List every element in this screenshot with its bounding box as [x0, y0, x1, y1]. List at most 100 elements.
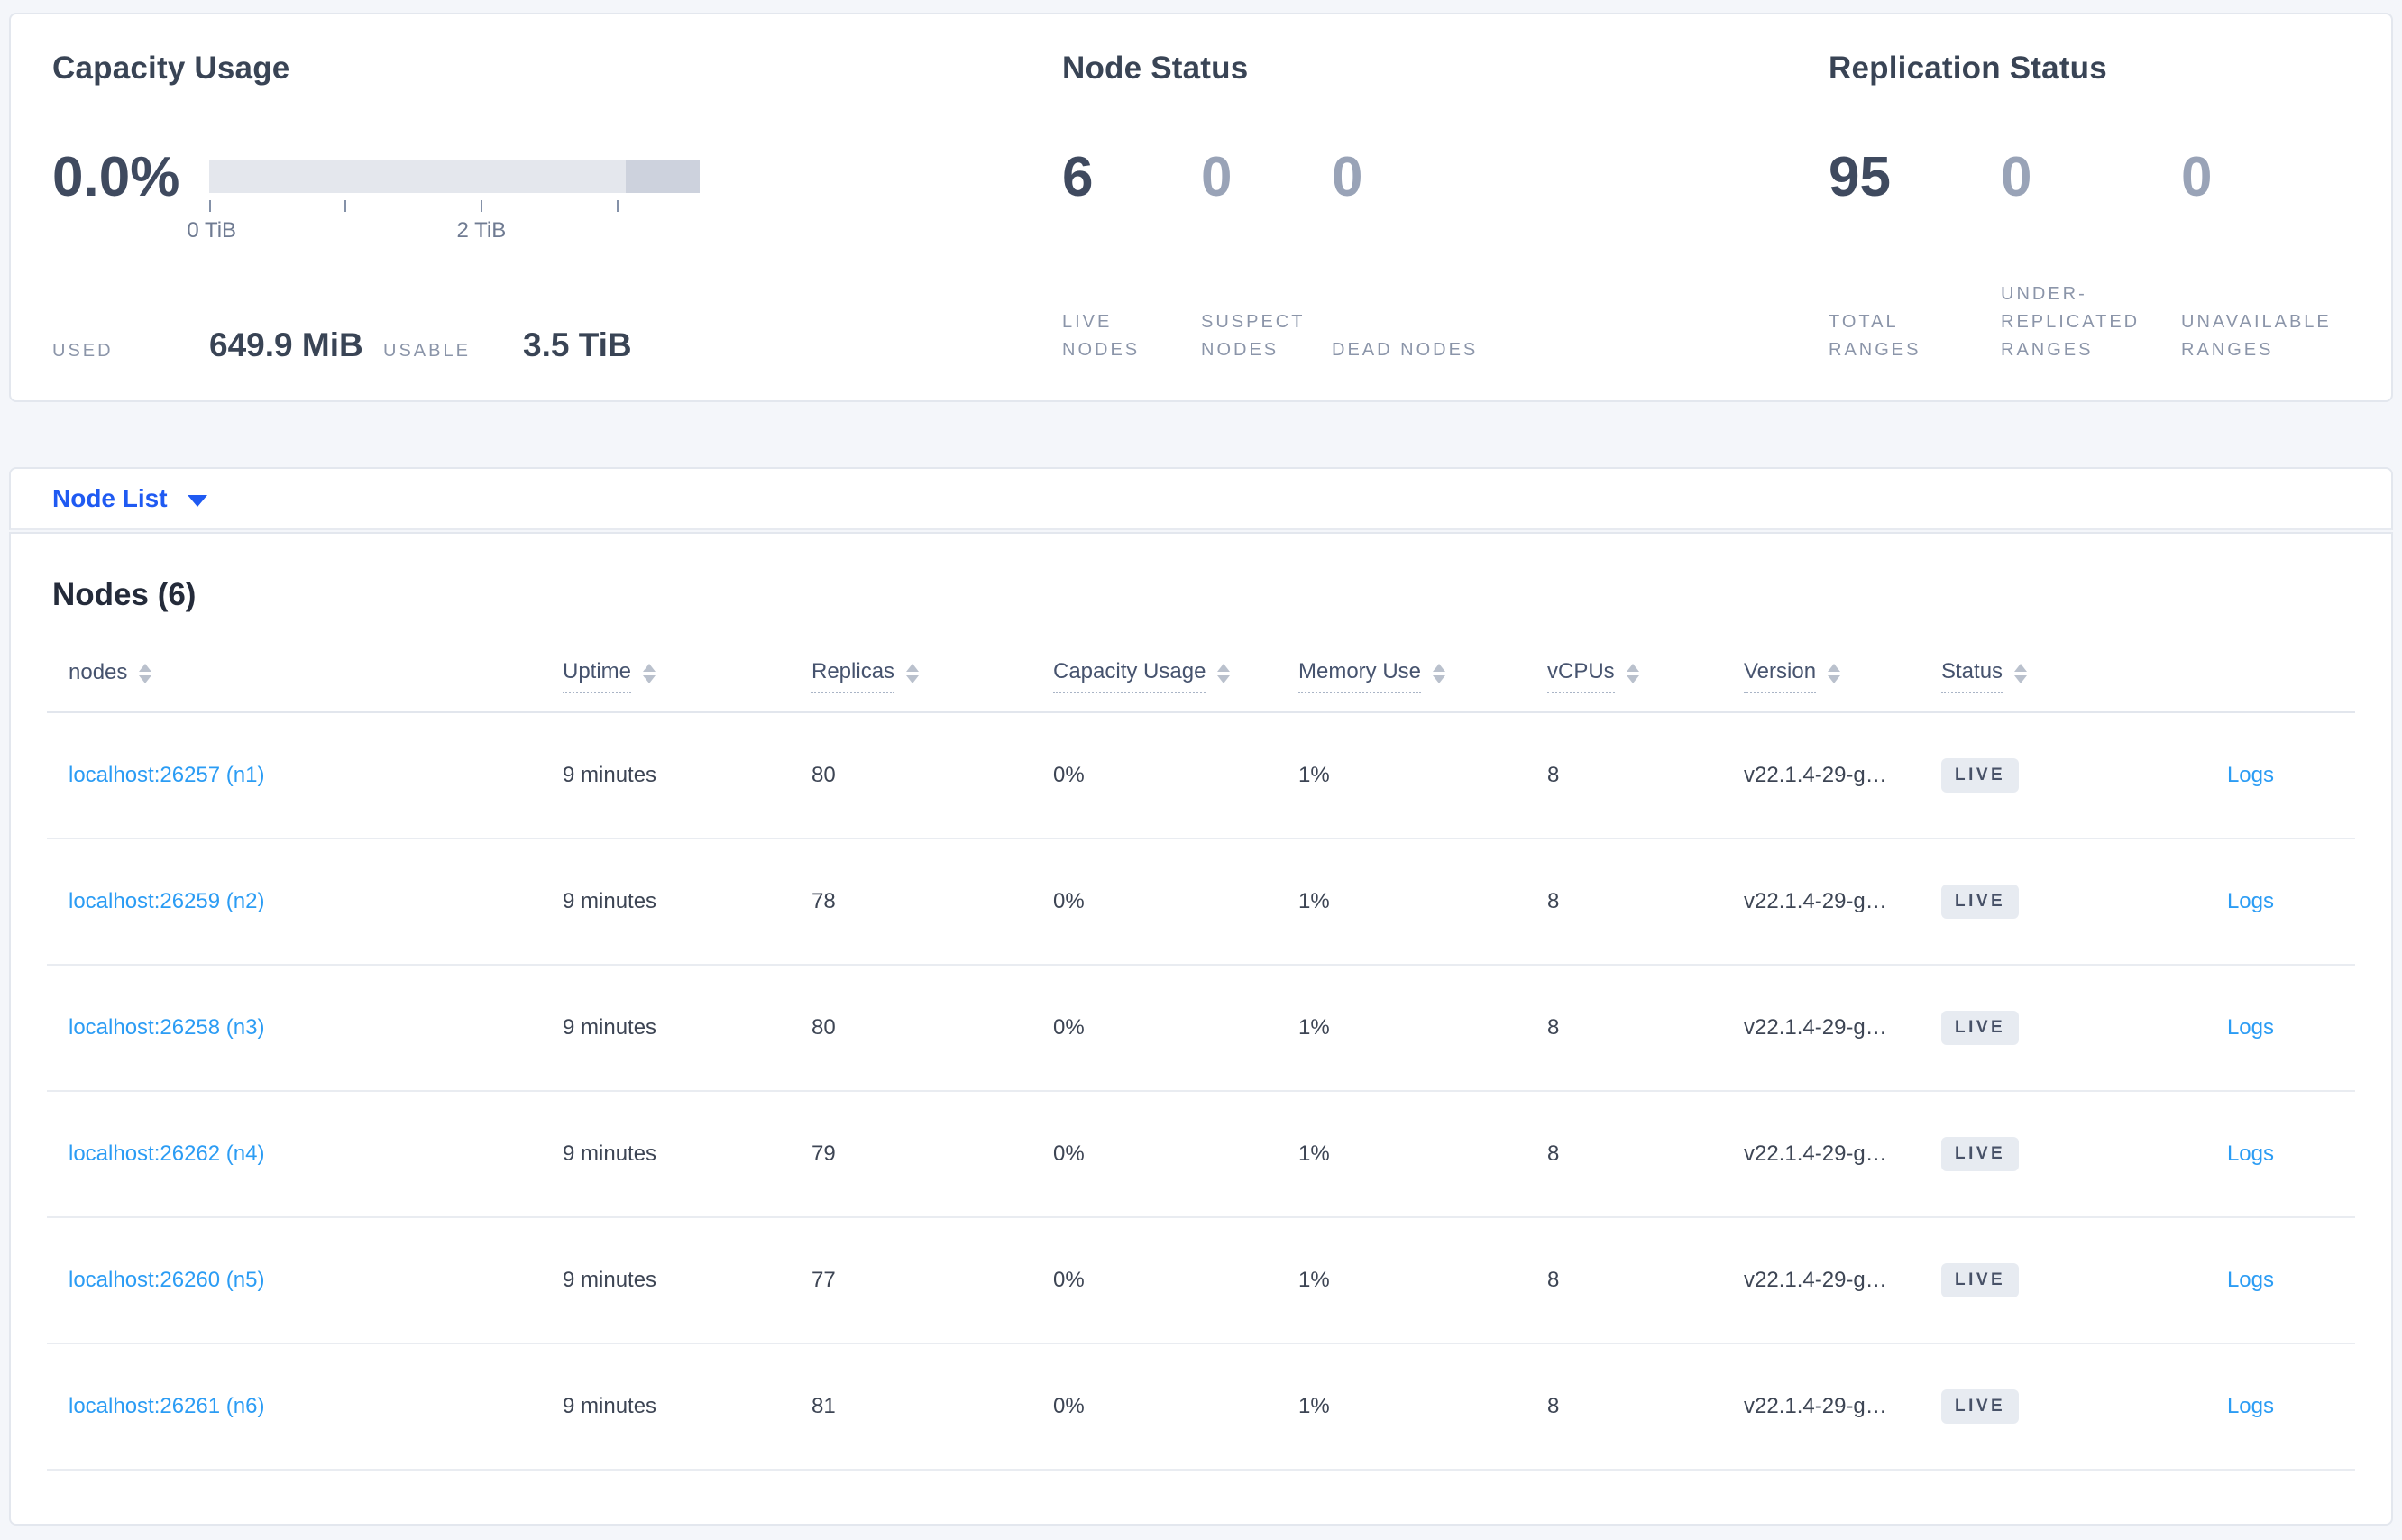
nodes-table: nodes Uptime Replicas Capacity Usage Mem… — [47, 640, 2355, 1471]
column-header-replicas[interactable]: Replicas — [811, 659, 920, 693]
sort-icon — [906, 663, 920, 683]
live-nodes-label: LIVE NODES — [1062, 312, 1141, 360]
memory-cell: 1% — [1277, 1343, 1526, 1471]
table-row: localhost:26261 (n6) 9 minutes 81 0% 1% … — [47, 1343, 2355, 1471]
status-badge: LIVE — [1941, 1389, 2020, 1424]
suspect-nodes-value: 0 — [1201, 146, 1233, 208]
vcpus-cell: 8 — [1526, 839, 1722, 966]
logs-link[interactable]: Logs — [2226, 763, 2274, 787]
table-header-row: nodes Uptime Replicas Capacity Usage Mem… — [47, 640, 2355, 713]
sort-icon — [1626, 663, 1639, 683]
capacity-tick — [344, 200, 346, 212]
capacity-tick-label-0: 0 TiB — [187, 218, 237, 243]
replicas-cell: 81 — [790, 1343, 1031, 1471]
sort-icon — [1828, 663, 1841, 683]
memory-cell: 1% — [1277, 839, 1526, 966]
capacity-bar — [209, 160, 700, 193]
capacity-cell: 0% — [1031, 712, 1277, 839]
live-nodes-value: 6 — [1062, 146, 1094, 208]
memory-cell: 1% — [1277, 965, 1526, 1092]
uptime-cell: 9 minutes — [541, 1217, 790, 1344]
sort-icon — [2014, 663, 2028, 683]
node-link[interactable]: localhost:26258 (n3) — [69, 1015, 265, 1040]
logs-link[interactable]: Logs — [2226, 889, 2274, 913]
logs-link[interactable]: Logs — [2226, 1268, 2274, 1292]
uptime-cell: 9 minutes — [541, 712, 790, 839]
replicas-cell: 80 — [790, 712, 1031, 839]
capacity-usage-title: Capacity Usage — [52, 50, 290, 86]
capacity-tick — [480, 200, 482, 212]
uptime-cell: 9 minutes — [541, 1091, 790, 1218]
cluster-summary-panel: Capacity Usage 0.0% 0 TiB 2 TiB USED 6 — [9, 13, 2393, 402]
sort-icon — [139, 663, 152, 683]
replication-status-title: Replication Status — [1829, 50, 2107, 86]
vcpus-cell: 8 — [1526, 965, 1722, 1092]
uptime-cell: 9 minutes — [541, 839, 790, 966]
chevron-down-icon — [187, 494, 207, 507]
node-link[interactable]: localhost:26262 (n4) — [69, 1141, 265, 1166]
version-cell: v22.1.4-29-g… — [1722, 1091, 1920, 1218]
memory-cell: 1% — [1277, 712, 1526, 839]
capacity-tick — [617, 200, 619, 212]
suspect-nodes-label: SUSPECT NODES — [1201, 312, 1306, 360]
capacity-cell: 0% — [1031, 1343, 1277, 1471]
view-selector-bar: Node List — [9, 467, 2393, 530]
capacity-cell: 0% — [1031, 965, 1277, 1092]
capacity-tick-label-2: 2 TiB — [456, 218, 507, 243]
column-header-logs-empty — [2100, 640, 2355, 713]
sort-icon — [643, 663, 656, 683]
node-status-section: Node Status 6 LIVE NODES 0 SUSPECT NODES… — [1062, 14, 1765, 400]
node-list-dropdown[interactable]: Node List — [52, 484, 207, 513]
version-cell: v22.1.4-29-g… — [1722, 1343, 1920, 1471]
node-status-title: Node Status — [1062, 50, 1249, 86]
nodes-panel-title: Nodes (6) — [52, 577, 197, 612]
table-row: localhost:26260 (n5) 9 minutes 77 0% 1% … — [47, 1217, 2355, 1344]
under-replicated-ranges-label: UNDER-REPLICATED RANGES — [2001, 284, 2141, 360]
node-link[interactable]: localhost:26260 (n5) — [69, 1268, 265, 1292]
vcpus-cell: 8 — [1526, 1091, 1722, 1218]
node-link[interactable]: localhost:26261 (n6) — [69, 1394, 265, 1418]
version-cell: v22.1.4-29-g… — [1722, 839, 1920, 966]
replication-status-section: Replication Status 95 TOTAL RANGES 0 UND… — [1829, 14, 2370, 400]
column-header-vcpus[interactable]: vCPUs — [1547, 659, 1639, 693]
uptime-cell: 9 minutes — [541, 965, 790, 1092]
table-row: localhost:26262 (n4) 9 minutes 79 0% 1% … — [47, 1091, 2355, 1218]
used-value: 649.9 MiB — [209, 326, 363, 363]
capacity-percent: 0.0% — [52, 146, 180, 208]
capacity-usage-section: Capacity Usage 0.0% 0 TiB 2 TiB USED 6 — [52, 14, 1008, 400]
column-header-status[interactable]: Status — [1941, 659, 2028, 693]
column-header-capacity-usage[interactable]: Capacity Usage — [1053, 659, 1231, 693]
logs-link[interactable]: Logs — [2226, 1141, 2274, 1166]
logs-link[interactable]: Logs — [2226, 1394, 2274, 1418]
replicas-cell: 77 — [790, 1217, 1031, 1344]
memory-cell: 1% — [1277, 1217, 1526, 1344]
dead-nodes-label: DEAD NODES — [1332, 340, 1479, 360]
capacity-cell: 0% — [1031, 1217, 1277, 1344]
nodes-panel: Nodes (6) nodes Uptime Replicas Capacity… — [9, 532, 2393, 1526]
dead-nodes-value: 0 — [1332, 146, 1363, 208]
capacity-cell: 0% — [1031, 1091, 1277, 1218]
column-header-version[interactable]: Version — [1744, 659, 1841, 693]
status-badge: LIVE — [1941, 885, 2020, 919]
status-badge: LIVE — [1941, 758, 2020, 793]
table-row: localhost:26257 (n1) 9 minutes 80 0% 1% … — [47, 712, 2355, 839]
vcpus-cell: 8 — [1526, 1217, 1722, 1344]
uptime-cell: 9 minutes — [541, 1343, 790, 1471]
version-cell: v22.1.4-29-g… — [1722, 1217, 1920, 1344]
sort-icon — [1217, 663, 1231, 683]
column-header-memory-use[interactable]: Memory Use — [1298, 659, 1446, 693]
node-link[interactable]: localhost:26259 (n2) — [69, 889, 265, 913]
column-header-nodes[interactable]: nodes — [69, 660, 152, 692]
column-header-uptime[interactable]: Uptime — [563, 659, 656, 693]
table-row: localhost:26259 (n2) 9 minutes 78 0% 1% … — [47, 839, 2355, 966]
version-cell: v22.1.4-29-g… — [1722, 712, 1920, 839]
capacity-cell: 0% — [1031, 839, 1277, 966]
sort-icon — [1433, 663, 1446, 683]
status-badge: LIVE — [1941, 1263, 2020, 1297]
capacity-tick — [209, 200, 211, 212]
capacity-bar-dark-segment — [626, 160, 700, 193]
total-ranges-value: 95 — [1829, 146, 1891, 208]
node-link[interactable]: localhost:26257 (n1) — [69, 763, 265, 787]
logs-link[interactable]: Logs — [2226, 1015, 2274, 1040]
